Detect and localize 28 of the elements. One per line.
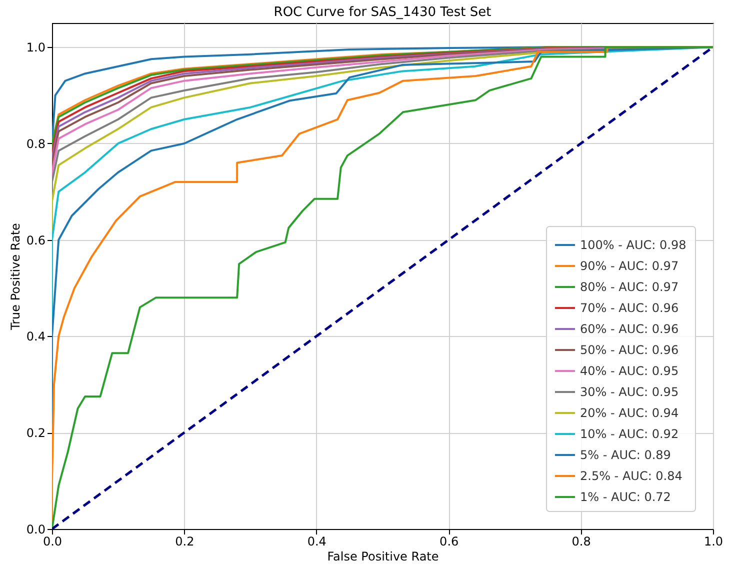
- legend-label: 30% - AUC: 0.95: [580, 385, 679, 399]
- legend-label: 40% - AUC: 0.95: [580, 364, 679, 378]
- legend-label: 70% - AUC: 0.96: [580, 301, 679, 315]
- chart-title: ROC Curve for SAS_1430 Test Set: [274, 5, 492, 20]
- legend-label: 10% - AUC: 0.92: [580, 427, 679, 441]
- x-tick-label: 0.4: [307, 534, 326, 548]
- x-tick-label: 0.0: [42, 534, 62, 548]
- x-tick-label: 0.6: [440, 534, 459, 548]
- y-tick-label: 0.6: [26, 233, 46, 248]
- y-tick-label: 0.2: [26, 426, 46, 440]
- y-tick-label: 1.0: [26, 40, 46, 55]
- legend-label: 20% - AUC: 0.94: [580, 406, 679, 420]
- y-tick-label: 0.0: [26, 522, 46, 536]
- x-tick-label: 0.8: [572, 534, 591, 548]
- x-axis-title: False Positive Rate: [327, 550, 439, 564]
- legend-label: 80% - AUC: 0.97: [580, 280, 679, 294]
- x-tick-label: 0.2: [175, 534, 194, 548]
- legend-label: 90% - AUC: 0.97: [580, 259, 679, 273]
- y-tick-label: 0.8: [26, 136, 46, 151]
- y-tick-label: 0.4: [26, 330, 46, 344]
- legend-label: 60% - AUC: 0.96: [580, 322, 679, 336]
- legend-label: 100% - AUC: 0.98: [580, 238, 686, 252]
- y-axis-title: True Positive Rate: [8, 223, 22, 331]
- legend-label: 50% - AUC: 0.96: [580, 343, 679, 357]
- legend-label: 1% - AUC: 0.72: [580, 490, 671, 504]
- legend-label: 2.5% - AUC: 0.84: [580, 469, 682, 483]
- legend-label: 5% - AUC: 0.89: [580, 448, 671, 462]
- x-tick-label: 1.0: [704, 534, 724, 548]
